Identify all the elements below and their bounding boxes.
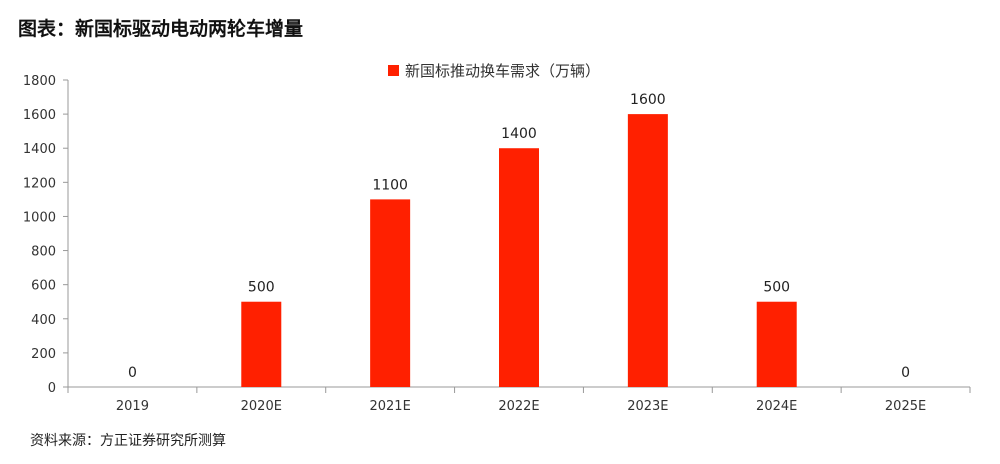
data-label: 500	[248, 280, 275, 296]
y-tick-label: 600	[31, 279, 56, 294]
x-tick-label: 2019	[116, 399, 149, 414]
y-tick-label: 1000	[23, 210, 56, 225]
x-axis: 2019 2020E 2021E 2022E 2023E 2024E 2025E	[67, 386, 971, 414]
x-tick-label: 2021E	[369, 399, 410, 414]
source-note: 资料来源：方正证券研究所测算	[30, 433, 226, 449]
bars	[241, 114, 797, 387]
bar	[499, 148, 539, 387]
x-tick-label: 2024E	[756, 399, 797, 414]
legend: 新国标推动换车需求（万辆）	[388, 62, 600, 80]
x-tick-label: 2023E	[627, 399, 668, 414]
x-tick-label: 2022E	[498, 399, 539, 414]
y-tick-label: 1400	[23, 142, 56, 157]
data-label: 1600	[630, 92, 666, 108]
data-label: 500	[763, 280, 790, 296]
x-tick-label: 2020E	[241, 399, 282, 414]
legend-label: 新国标推动换车需求（万辆）	[405, 62, 600, 80]
bar	[241, 301, 282, 387]
y-tick-label: 800	[31, 245, 56, 260]
y-tick-label: 0	[48, 381, 56, 396]
y-tick-label: 1200	[23, 176, 56, 191]
data-label: 1400	[501, 126, 537, 142]
y-tick-label: 200	[31, 347, 56, 362]
y-tick-label: 1600	[23, 108, 56, 123]
x-tick-label: 2025E	[885, 399, 926, 414]
legend-swatch	[388, 65, 399, 76]
bar	[370, 199, 411, 387]
y-tick-label: 1800	[23, 74, 56, 89]
data-label: 0	[128, 365, 137, 381]
y-axis: 0 200 400 600 800 1000 1200 1400 1600 1800	[23, 74, 69, 396]
y-tick-label: 400	[31, 313, 56, 328]
figure-title: 图表：新国标驱动电动两轮车增量	[18, 18, 304, 40]
data-labels: 0 500 1100 1400 1600 500 0	[128, 92, 910, 381]
data-label: 0	[901, 365, 910, 381]
bar	[627, 114, 668, 387]
data-label: 1100	[372, 177, 408, 193]
bar	[756, 301, 797, 387]
